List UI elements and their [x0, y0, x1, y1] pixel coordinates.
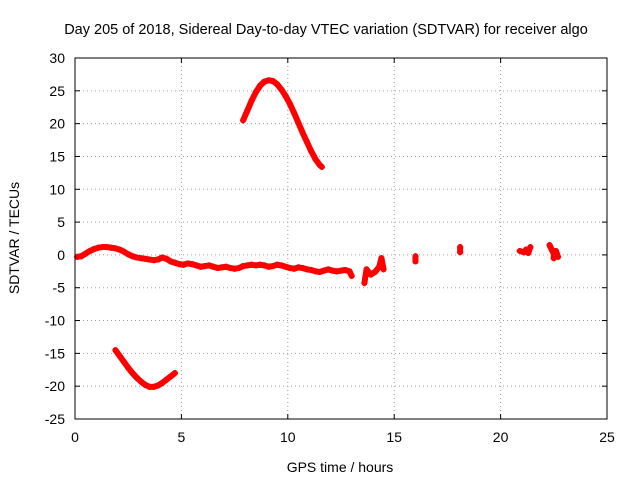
point-band [552, 247, 562, 260]
y-tick-label: -15 [45, 345, 65, 361]
y-tick-label: 25 [49, 83, 65, 99]
x-tick-label: 25 [599, 429, 615, 445]
y-tick-label: 5 [57, 214, 65, 230]
point-band [316, 161, 325, 170]
x-tick-label: 0 [71, 429, 79, 445]
y-tick-label: 20 [49, 116, 65, 132]
axis-ticks: 0 5 10 15 20 25 -25 -20 -15 -10 -5 0 5 10 15 20 25 30 [45, 50, 615, 445]
y-tick-label: -20 [45, 378, 65, 394]
y-tick-label: -25 [45, 411, 65, 427]
x-tick-label: 5 [178, 429, 186, 445]
x-tick-label: 10 [280, 429, 296, 445]
y-tick-label: -10 [45, 313, 65, 329]
y-tick-label: 0 [57, 247, 65, 263]
y-tick-label: -5 [53, 280, 66, 296]
chart-title: Day 205 of 2018, Sidereal Day-to-day VTE… [64, 22, 588, 38]
y-tick-label: 30 [49, 50, 65, 66]
x-tick-label: 15 [386, 429, 402, 445]
x-axis-label: GPS time / hours [287, 459, 394, 475]
data-points [74, 77, 562, 390]
y-tick-label: 10 [49, 181, 65, 197]
grid-lines [75, 58, 607, 419]
point-band [167, 370, 179, 380]
x-tick-label: 20 [493, 429, 509, 445]
point-band [525, 244, 534, 256]
y-axis-label: SDTVAR / TECUs [6, 182, 22, 294]
point-band [378, 255, 387, 273]
plot-frame [74, 57, 608, 420]
y-tick-label: 15 [49, 148, 65, 164]
point-band [346, 268, 355, 279]
